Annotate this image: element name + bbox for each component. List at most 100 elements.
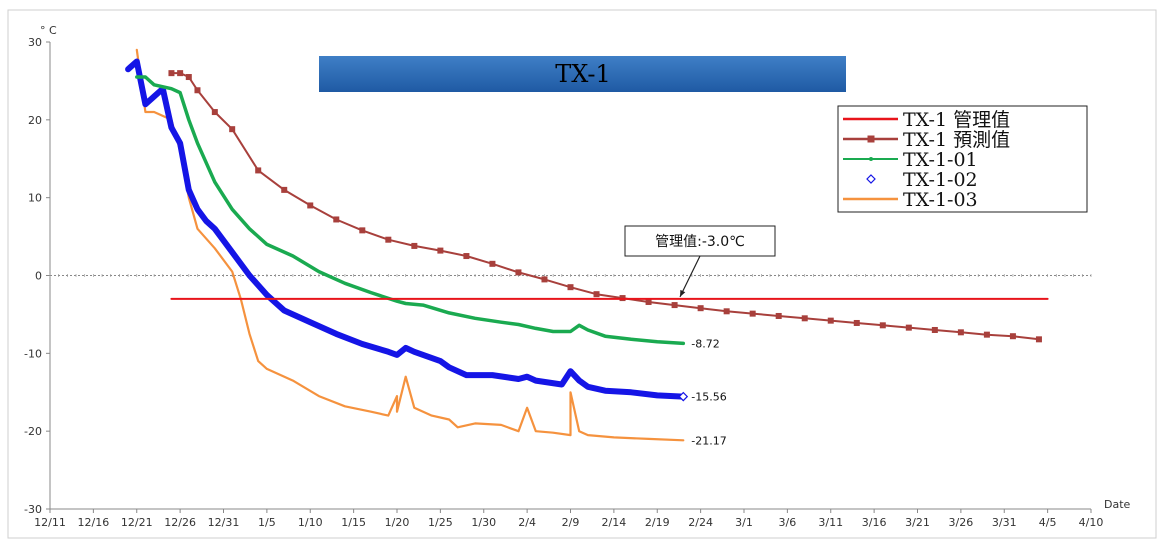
data-point xyxy=(359,227,366,234)
legend-label: TX-1-03 xyxy=(903,189,978,211)
series-02 xyxy=(125,58,689,402)
y-tick-label: -10 xyxy=(24,347,42,360)
data-point xyxy=(957,329,964,336)
end-value-label: -21.17 xyxy=(691,434,726,447)
legend-item-prediction: TX-1 預測值 xyxy=(843,129,1010,151)
x-tick-label: 3/11 xyxy=(818,516,843,529)
y-tick-label: -20 xyxy=(24,425,42,438)
data-point xyxy=(411,242,418,249)
title-banner: TX-1 xyxy=(319,56,846,92)
data-point xyxy=(229,126,236,133)
x-tick-label: 12/16 xyxy=(78,516,110,529)
data-point xyxy=(168,70,175,77)
data-point xyxy=(307,202,314,209)
data-point xyxy=(185,74,192,81)
legend-marker xyxy=(867,135,875,143)
series-end-marker xyxy=(678,391,689,402)
x-tick-label: 12/21 xyxy=(121,516,153,529)
data-point xyxy=(697,305,704,312)
series-01 xyxy=(135,75,686,346)
data-point xyxy=(853,319,860,326)
data-point xyxy=(671,302,678,309)
data-point xyxy=(645,298,652,305)
data-point xyxy=(437,247,444,254)
x-tick-label: 4/10 xyxy=(1079,516,1104,529)
data-point xyxy=(541,276,548,283)
y-tick-label: 10 xyxy=(28,192,42,205)
legend-item-03: TX-1-03 xyxy=(843,189,978,211)
x-tick-label: 3/26 xyxy=(949,516,974,529)
legend-item-management: TX-1 管理值 xyxy=(843,109,1010,131)
callout-text: 管理值:-3.0℃ xyxy=(655,234,745,250)
callout-arrowhead xyxy=(680,289,686,297)
legend-label: TX-1 預測值 xyxy=(903,129,1010,151)
title-bar xyxy=(319,56,846,92)
series-group xyxy=(125,48,1049,442)
x-tick-label: 1/20 xyxy=(385,516,410,529)
series-line-03 xyxy=(135,48,685,442)
x-tick-label: 12/26 xyxy=(164,516,196,529)
x-tick-label: 1/10 xyxy=(298,516,323,529)
data-point xyxy=(489,260,496,267)
data-point xyxy=(194,87,201,94)
chart-frame xyxy=(7,9,1157,539)
data-point xyxy=(983,331,990,338)
data-point xyxy=(723,308,730,315)
end-value-label: -15.56 xyxy=(691,391,726,404)
series-line-02 xyxy=(125,58,687,400)
x-tick-label: 3/6 xyxy=(779,516,797,529)
callout-box xyxy=(624,225,776,257)
x-tick-label: 3/1 xyxy=(735,516,753,529)
y-tick-label: -30 xyxy=(24,503,42,516)
legend-label: TX-1 管理值 xyxy=(903,109,1010,131)
data-point xyxy=(827,317,834,324)
x-tick-label: 12/31 xyxy=(208,516,240,529)
callout: 管理值:-3.0℃ xyxy=(624,225,776,257)
data-point xyxy=(1035,336,1042,343)
x-tick-label: 1/25 xyxy=(428,516,453,529)
legend-item-01: TX-1-01 xyxy=(843,149,978,171)
x-tick-label: 1/15 xyxy=(341,516,366,529)
series-03 xyxy=(135,48,685,442)
data-point xyxy=(177,70,184,77)
data-point xyxy=(211,109,218,116)
data-point xyxy=(333,216,340,223)
x-tick-label: 2/9 xyxy=(562,516,580,529)
data-point xyxy=(281,186,288,193)
data-point xyxy=(801,315,808,322)
legend-label: TX-1-01 xyxy=(903,149,978,171)
legend-label: TX-1-02 xyxy=(903,169,978,191)
x-tick-label: 1/30 xyxy=(471,516,496,529)
y-tick-label: 30 xyxy=(28,36,42,49)
x-tick-label: 1/5 xyxy=(258,516,276,529)
series-prediction xyxy=(168,70,1042,343)
data-point xyxy=(567,284,574,291)
y-tick-label: 20 xyxy=(28,114,42,127)
data-point xyxy=(931,326,938,333)
x-tick-label: 12/11 xyxy=(34,516,66,529)
annotations: -8.72 -15.56 -21.17 xyxy=(679,255,727,447)
legend-item-02: TX-1-02 xyxy=(866,169,978,191)
data-point xyxy=(1009,333,1016,340)
data-point xyxy=(593,291,600,298)
series-line-01 xyxy=(135,75,686,346)
legend-marker xyxy=(866,174,876,184)
x-tick-label: 2/14 xyxy=(602,516,627,529)
y-axis-unit: ° C xyxy=(40,24,57,37)
chart-title: TX-1 xyxy=(555,60,611,88)
x-tick-label: 2/19 xyxy=(645,516,670,529)
x-tick-label: 3/31 xyxy=(992,516,1017,529)
data-point xyxy=(879,322,886,329)
x-tick-label: 3/16 xyxy=(862,516,887,529)
legend-marker xyxy=(869,157,873,161)
data-point xyxy=(515,269,522,276)
data-point xyxy=(749,310,756,317)
callout-arrow xyxy=(679,255,701,298)
x-tick-label: 2/4 xyxy=(518,516,536,529)
x-tick-label: 4/5 xyxy=(1039,516,1057,529)
data-point xyxy=(385,236,392,243)
